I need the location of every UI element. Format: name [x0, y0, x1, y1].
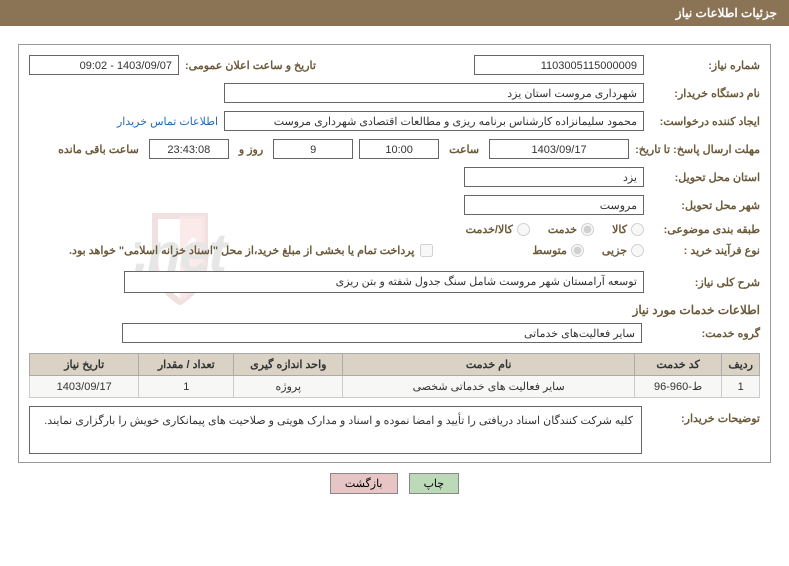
category-radio-label: خدمت — [548, 223, 577, 236]
ptype-radio-label: جزیی — [602, 244, 627, 257]
category-option[interactable]: خدمت — [548, 223, 594, 236]
table-header: تعداد / مقدار — [139, 354, 234, 376]
services-info-title: اطلاعات خدمات مورد نیاز — [29, 303, 760, 317]
category-radio[interactable] — [631, 223, 644, 236]
deadline-date-field: 1403/09/17 — [489, 139, 629, 159]
purchase-type-label: نوع فرآیند خرید : — [650, 244, 760, 257]
category-radio-label: کالا/خدمت — [466, 223, 513, 236]
remaining-days-field: 9 — [273, 139, 353, 159]
service-group-label: گروه خدمت: — [650, 327, 760, 340]
table-cell: پروژه — [234, 376, 343, 398]
print-button[interactable]: چاپ — [409, 473, 460, 494]
deadline-time-field: 10:00 — [359, 139, 439, 159]
buyer-org-field: شهرداری مروست استان یزد — [224, 83, 644, 103]
need-number-field: 1103005115000009 — [474, 55, 644, 75]
table-cell: 1 — [722, 376, 760, 398]
category-option[interactable]: کالا/خدمت — [466, 223, 530, 236]
table-header: ردیف — [722, 354, 760, 376]
category-radio-label: کالا — [612, 223, 627, 236]
ptype-radio-label: متوسط — [532, 244, 567, 257]
ptype-radio[interactable] — [571, 244, 584, 257]
buyer-notes-field: کلیه شرکت کنندگان اسناد دریافتی را تأیید… — [29, 406, 642, 454]
table-cell: ط-960-96 — [634, 376, 722, 398]
announce-datetime-label: تاریخ و ساعت اعلان عمومی: — [185, 59, 316, 72]
remaining-rooz-label: روز و — [235, 143, 267, 156]
page-title: جزئیات اطلاعات نیاز — [676, 6, 777, 20]
need-number-label: شماره نیاز: — [650, 59, 760, 72]
announce-datetime-field: 1403/09/07 - 09:02 — [29, 55, 179, 75]
category-radio[interactable] — [517, 223, 530, 236]
table-header: تاریخ نیاز — [30, 354, 139, 376]
back-button[interactable]: بازگشت — [330, 473, 398, 494]
remaining-time-field: 23:43:08 — [149, 139, 229, 159]
delivery-province-field: یزد — [464, 167, 644, 187]
delivery-city-field: مروست — [464, 195, 644, 215]
buyer-contact-link[interactable]: اطلاعات تماس خریدار — [117, 115, 218, 128]
need-desc-label: شرح کلی نیاز: — [650, 276, 760, 289]
table-header: واحد اندازه گیری — [234, 354, 343, 376]
ptype-option[interactable]: جزیی — [602, 244, 644, 257]
table-header: نام خدمت — [343, 354, 634, 376]
treasury-note: پرداخت تمام یا بخشی از مبلغ خرید،از محل … — [69, 244, 414, 257]
treasury-checkbox[interactable] — [420, 244, 433, 257]
delivery-city-label: شهر محل تحویل: — [650, 199, 760, 212]
buyer-org-label: نام دستگاه خریدار: — [650, 87, 760, 100]
requester-field: محمود سلیمانزاده کارشناس برنامه ریزی و م… — [224, 111, 644, 131]
remaining-suffix-label: ساعت باقی مانده — [54, 143, 143, 156]
ptype-option[interactable]: متوسط — [532, 244, 584, 257]
table-cell: 1 — [139, 376, 234, 398]
buyer-notes-label: توضیحات خریدار: — [650, 406, 760, 425]
service-group-field: سایر فعالیت‌های خدماتی — [122, 323, 642, 343]
purchase-type-radio-group: جزیی متوسط — [532, 244, 644, 257]
table-row: 1ط-960-96سایر فعالیت های خدماتی شخصیپروژ… — [30, 376, 760, 398]
deadline-label: مهلت ارسال پاسخ: تا تاریخ: — [635, 143, 760, 156]
table-header: کد خدمت — [634, 354, 722, 376]
category-radio-group: کالا خدمت کالا/خدمت — [466, 223, 644, 236]
deadline-saat-label: ساعت — [445, 143, 483, 156]
services-table: ردیفکد خدمتنام خدمتواحد اندازه گیریتعداد… — [29, 353, 760, 398]
ptype-radio[interactable] — [631, 244, 644, 257]
page-title-bar: جزئیات اطلاعات نیاز — [0, 0, 789, 26]
category-radio[interactable] — [581, 223, 594, 236]
table-cell: 1403/09/17 — [30, 376, 139, 398]
requester-label: ایجاد کننده درخواست: — [650, 115, 760, 128]
category-option[interactable]: کالا — [612, 223, 644, 236]
category-label: طبقه بندی موضوعی: — [650, 223, 760, 236]
table-cell: سایر فعالیت های خدماتی شخصی — [343, 376, 634, 398]
delivery-province-label: استان محل تحویل: — [650, 171, 760, 184]
need-desc-field: توسعه آرامستان شهر مروست شامل سنگ جدول ش… — [124, 271, 644, 293]
